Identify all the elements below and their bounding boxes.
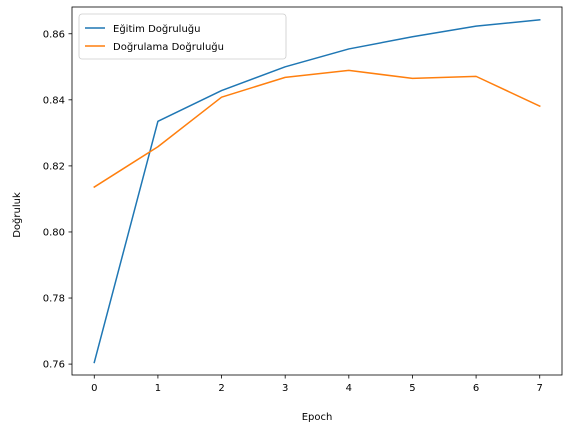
x-tick-label: 0: [91, 383, 97, 394]
legend-label-1: Doğrulama Doğruluğu: [113, 41, 224, 53]
x-axis-label: Epoch: [302, 412, 333, 423]
y-tick-label: 0.82: [43, 161, 65, 172]
y-tick-label: 0.76: [43, 360, 65, 371]
x-tick-label: 1: [155, 383, 161, 394]
series-line-1: [93, 69, 541, 189]
legend-label-0: Eğitim Doğruluğu: [113, 23, 200, 35]
y-tick-label: 0.84: [43, 95, 65, 106]
y-axis-label: Doğruluk: [11, 192, 23, 238]
x-tick-label: 2: [218, 383, 224, 394]
legend-box: [78, 13, 287, 60]
plot-area: 0 1 2 3 4 5 6 7 0.76 0.78 0.80 0.82 0.84 0.86 Eğitim D…: [43, 6, 563, 394]
y-tick-label: 0.80: [43, 227, 65, 238]
x-tick-label: 7: [537, 383, 543, 394]
y-tick-label: 0.78: [43, 294, 65, 305]
x-tick-label: 6: [473, 383, 479, 394]
plot-frame: [71, 6, 563, 376]
y-tick-label: 0.86: [43, 29, 65, 40]
series-line-0: [93, 19, 541, 364]
x-tick-label: 3: [282, 383, 288, 394]
x-tick-label: 4: [346, 383, 352, 394]
x-tick-label: 5: [409, 383, 415, 394]
